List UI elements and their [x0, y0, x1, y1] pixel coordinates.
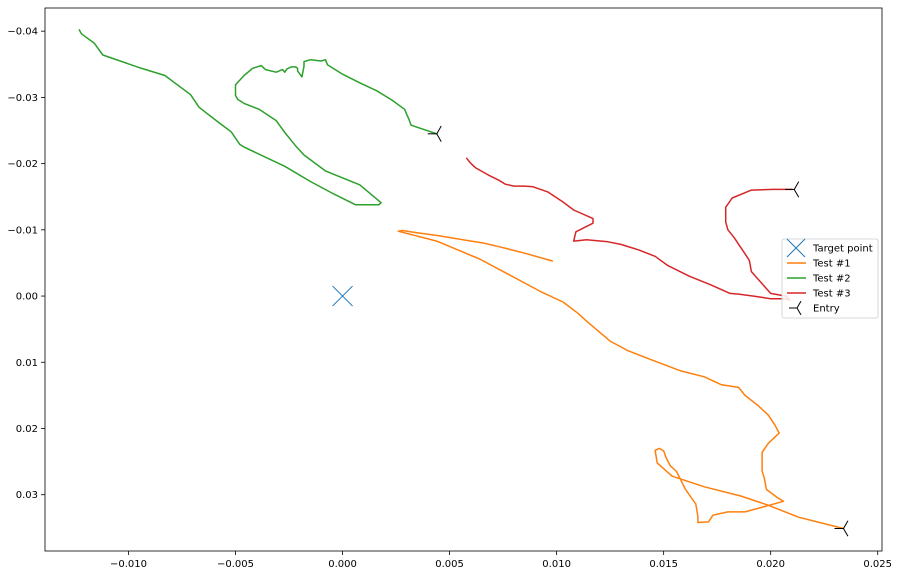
legend-label: Entry	[813, 304, 840, 315]
x-tick-label: 0.015	[649, 559, 678, 570]
y-tick-label: 0.03	[16, 490, 38, 501]
legend-label: Target point	[812, 244, 873, 255]
y-axis-ticks: −0.04 −0.03 −0.02 −0.01 0.00 0.01 0.02 0.03	[7, 27, 45, 501]
x-tick-label: 0.005	[435, 559, 464, 570]
marker-layer	[332, 125, 849, 537]
legend-box	[781, 238, 879, 319]
y-tick-label: −0.01	[7, 225, 38, 236]
x-tick-label: −0.010	[110, 559, 147, 570]
legend-handle-entry-icon	[789, 300, 802, 316]
series-line-test-3	[465, 157, 793, 301]
legend-label: Test #1	[812, 259, 851, 270]
legend-label: Test #2	[812, 274, 851, 285]
x-axis-ticks: −0.010 −0.005 0.000 0.005 0.010 0.015 0.020 0.0…	[110, 551, 892, 570]
series-line-test-1	[397, 229, 845, 530]
legend-item: Test #2	[787, 274, 851, 285]
y-tick-label: −0.03	[7, 93, 38, 104]
legend-label: Test #3	[812, 289, 851, 300]
entry-marker-2	[785, 181, 800, 198]
x-tick-label: 0.025	[863, 559, 892, 570]
y-tick-label: −0.04	[7, 27, 38, 38]
series-layer	[78, 29, 845, 530]
x-tick-label: 0.020	[756, 559, 785, 570]
legend-item: Target point	[786, 238, 873, 258]
entry-marker-1	[427, 125, 442, 142]
y-tick-label: 0.02	[16, 424, 38, 435]
y-tick-label: −0.02	[7, 159, 38, 170]
x-tick-label: 0.010	[542, 559, 571, 570]
legend: Target point Test #1 Test #2 Test #3 Entry	[781, 238, 879, 319]
plot-background	[45, 8, 882, 551]
plot-frame	[44, 7, 883, 552]
x-tick-label: 0.000	[328, 559, 357, 570]
legend-item: Entry	[789, 300, 840, 316]
y-tick-label: 0.01	[16, 358, 38, 369]
series-line-test-2	[78, 29, 438, 206]
target-point-marker	[332, 285, 353, 307]
legend-item: Test #1	[787, 259, 851, 270]
legend-handle-target-icon	[786, 238, 806, 258]
y-tick-label: 0.00	[16, 292, 38, 303]
legend-items: Target point Test #1 Test #2 Test #3 Entry	[786, 238, 873, 316]
entry-marker-3	[834, 520, 849, 537]
x-tick-label: −0.005	[217, 559, 254, 570]
legend-item: Test #3	[787, 289, 851, 300]
